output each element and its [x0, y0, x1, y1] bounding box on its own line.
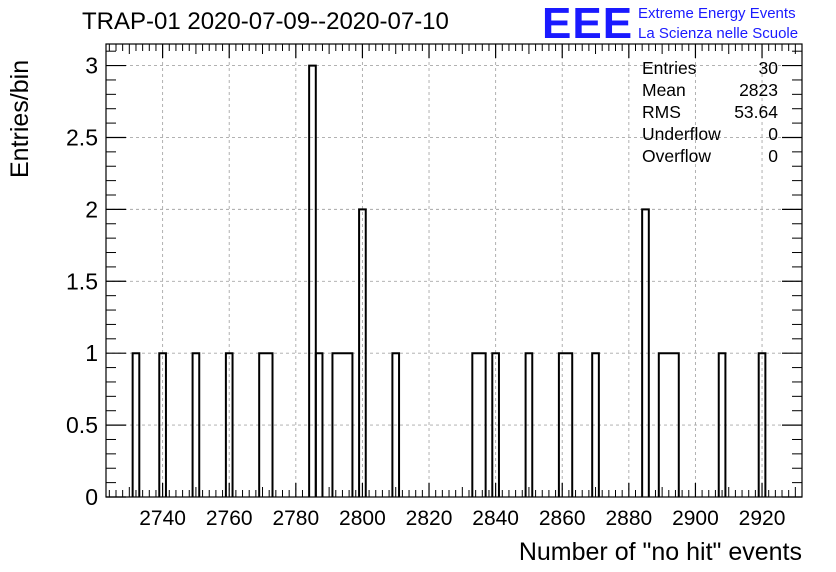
stat-name: RMS — [642, 102, 681, 122]
histogram-bin — [491, 352, 500, 497]
eee-logo-mark: EEE — [542, 0, 634, 48]
histogram-bin — [358, 208, 367, 497]
histogram-bin — [641, 208, 650, 497]
histogram-bin — [258, 352, 274, 497]
histogram-bin — [191, 352, 201, 497]
histogram-bin — [557, 352, 574, 497]
x-tick-label: 2920 — [739, 507, 786, 530]
chart-title: TRAP-01 2020-07-09--2020-07-10 — [82, 8, 449, 35]
logo-line-2: La Scienza nelle Scuole — [638, 25, 799, 42]
x-tick-label: 2820 — [406, 507, 453, 530]
y-tick-label: 1.5 — [66, 268, 98, 294]
y-tick-label: 3 — [85, 53, 98, 79]
histogram-bin — [158, 352, 167, 497]
x-tick-label: 2840 — [472, 507, 519, 530]
x-tick-label: 2800 — [339, 507, 386, 530]
grid-lines — [106, 44, 802, 497]
stat-name: Underflow — [642, 124, 721, 144]
stat-row-mean: Mean 2823 — [640, 80, 780, 102]
stat-name: Entries — [642, 58, 697, 78]
histogram-bin — [717, 352, 727, 497]
stat-value: 0 — [768, 124, 778, 144]
histogram-bin — [471, 352, 487, 497]
y-axis-label: Entries/bin — [6, 59, 34, 178]
histogram-bin — [331, 352, 354, 497]
y-tick-label: 2.5 — [66, 124, 98, 150]
stat-value: 0 — [768, 146, 778, 166]
histogram-bin — [224, 352, 234, 497]
stat-name: Overflow — [642, 146, 712, 166]
x-tick-label: 2760 — [206, 507, 253, 530]
x-tick-label: 2740 — [139, 507, 186, 530]
stat-row-underflow: Underflow 0 — [640, 124, 780, 146]
histogram-bin — [308, 64, 317, 497]
x-tick-label: 2900 — [672, 507, 719, 530]
y-tick-label: 0.5 — [66, 412, 98, 438]
stat-value: 2823 — [739, 80, 778, 100]
histogram-bars — [131, 64, 767, 497]
logo-line-1: Extreme Energy Events — [638, 5, 796, 22]
x-axis-label: Number of "no hit" events — [518, 538, 802, 566]
y-tick-label: 1 — [85, 340, 98, 366]
eee-logo: EEE Extreme Energy Events La Scienza nel… — [542, 2, 834, 46]
stat-row-entries: Entries 30 — [640, 58, 780, 80]
histogram-bin — [314, 352, 324, 497]
histogram-bin — [524, 352, 534, 497]
histogram-bin — [391, 352, 401, 497]
stats-box: Entries 30 Mean 2823 RMS 53.64 Underflow… — [640, 58, 780, 168]
plot-frame — [105, 43, 803, 498]
histogram-bin — [591, 352, 600, 497]
axis-ticks — [106, 44, 803, 498]
stat-name: Mean — [642, 80, 686, 100]
histogram-bin — [657, 352, 680, 497]
x-tick-label: 2860 — [539, 507, 586, 530]
stat-row-overflow: Overflow 0 — [640, 146, 780, 168]
stat-row-rms: RMS 53.64 — [640, 102, 780, 124]
x-tick-label: 2780 — [272, 507, 319, 530]
stat-value: 30 — [758, 58, 778, 78]
histogram-bin — [131, 352, 141, 497]
stat-value: 53.64 — [734, 102, 778, 122]
histogram-bin — [757, 352, 767, 497]
axis-tick-labels: 2740 2760 2780 2800 2820 2840 2860 2880 2900 2920… — [66, 53, 785, 530]
y-tick-label: 0 — [85, 484, 98, 510]
x-tick-label: 2880 — [605, 507, 652, 530]
y-tick-label: 2 — [85, 196, 98, 222]
